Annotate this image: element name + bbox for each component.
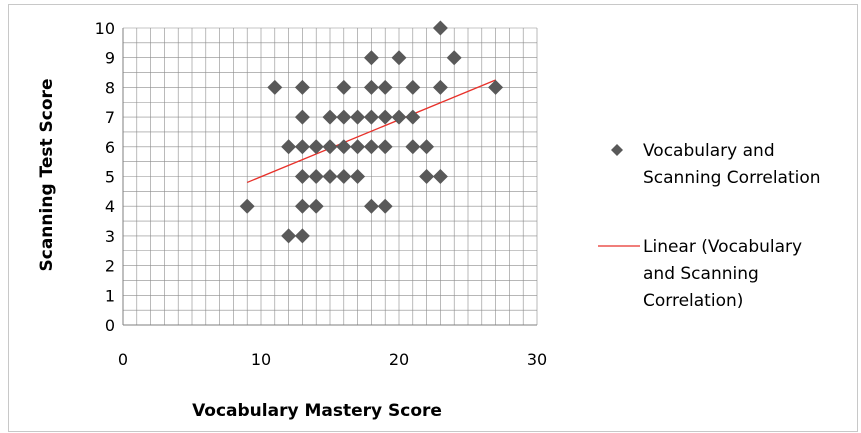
data-point: [294, 198, 310, 214]
data-point: [488, 79, 504, 95]
data-point: [432, 20, 448, 36]
x-tick-label: 30: [527, 350, 547, 369]
legend-label: Correlation): [643, 291, 743, 311]
y-tick-label: 10: [95, 19, 115, 38]
plot-axes: [122, 28, 537, 326]
data-point: [281, 139, 297, 155]
data-point: [350, 139, 366, 155]
data-point: [419, 169, 435, 184]
data-point: [322, 139, 338, 155]
data-point: [350, 109, 366, 125]
data-point: [322, 109, 338, 125]
y-tick-label: 3: [105, 227, 115, 246]
data-point: [239, 198, 255, 214]
data-point: [322, 169, 338, 184]
data-point: [363, 50, 379, 66]
x-tick-label: 0: [118, 350, 128, 369]
data-point: [308, 198, 324, 214]
chart-frame: [8, 4, 858, 432]
data-point: [363, 198, 379, 214]
x-tick-label: 20: [389, 350, 409, 369]
legend-label: Scanning Correlation: [643, 168, 821, 188]
data-point: [336, 79, 352, 95]
data-point: [294, 109, 310, 125]
legend-marker-diamond: [611, 144, 623, 156]
data-point: [377, 198, 393, 214]
data-point: [294, 169, 310, 184]
data-point: [281, 228, 297, 244]
data-point: [294, 228, 310, 244]
y-tick-label: 4: [105, 197, 115, 216]
y-tick-label: 9: [105, 49, 115, 68]
data-point: [405, 139, 421, 155]
x-axis-title: Vocabulary Mastery Score: [192, 401, 442, 421]
data-point: [363, 79, 379, 95]
y-tick-label: 1: [105, 286, 115, 305]
x-tick-label: 10: [251, 350, 271, 369]
data-point: [377, 79, 393, 95]
data-point: [336, 139, 352, 155]
data-point: [267, 79, 283, 95]
data-point: [391, 50, 407, 66]
data-point: [308, 169, 324, 184]
legend-label: and Scanning: [643, 264, 759, 284]
y-tick-labels: 0 1 2 3 4 5 6 7 8 9 10: [95, 19, 115, 335]
trendline-layer: [246, 79, 496, 184]
y-tick-label: 6: [105, 138, 115, 157]
legend-label: Linear (Vocabulary: [643, 237, 802, 257]
y-axis-title: Scanning Test Score: [37, 79, 57, 272]
y-tick-label: 5: [105, 168, 115, 187]
data-point: [446, 50, 462, 66]
data-point: [336, 169, 352, 184]
trendline: [246, 79, 496, 184]
data-points: [239, 20, 504, 244]
data-point: [391, 109, 407, 125]
data-point: [336, 109, 352, 125]
data-point: [377, 139, 393, 155]
y-tick-label: 0: [105, 316, 115, 335]
y-tick-label: 7: [105, 108, 115, 127]
data-point: [405, 79, 421, 95]
data-point: [405, 109, 421, 125]
data-point: [419, 139, 435, 155]
data-point: [432, 79, 448, 95]
legend-label: Vocabulary and: [643, 141, 775, 161]
data-point: [432, 169, 448, 184]
data-point: [350, 169, 366, 184]
data-point: [363, 139, 379, 155]
data-point: [308, 139, 324, 155]
data-point: [294, 79, 310, 95]
data-point: [363, 109, 379, 125]
y-tick-label: 8: [105, 78, 115, 97]
legend: Vocabulary and Scanning Correlation Linear…: [598, 141, 821, 311]
x-tick-labels: 0 10 20 30: [118, 350, 547, 369]
data-point: [377, 109, 393, 125]
y-tick-label: 2: [105, 257, 115, 276]
data-point: [294, 139, 310, 155]
